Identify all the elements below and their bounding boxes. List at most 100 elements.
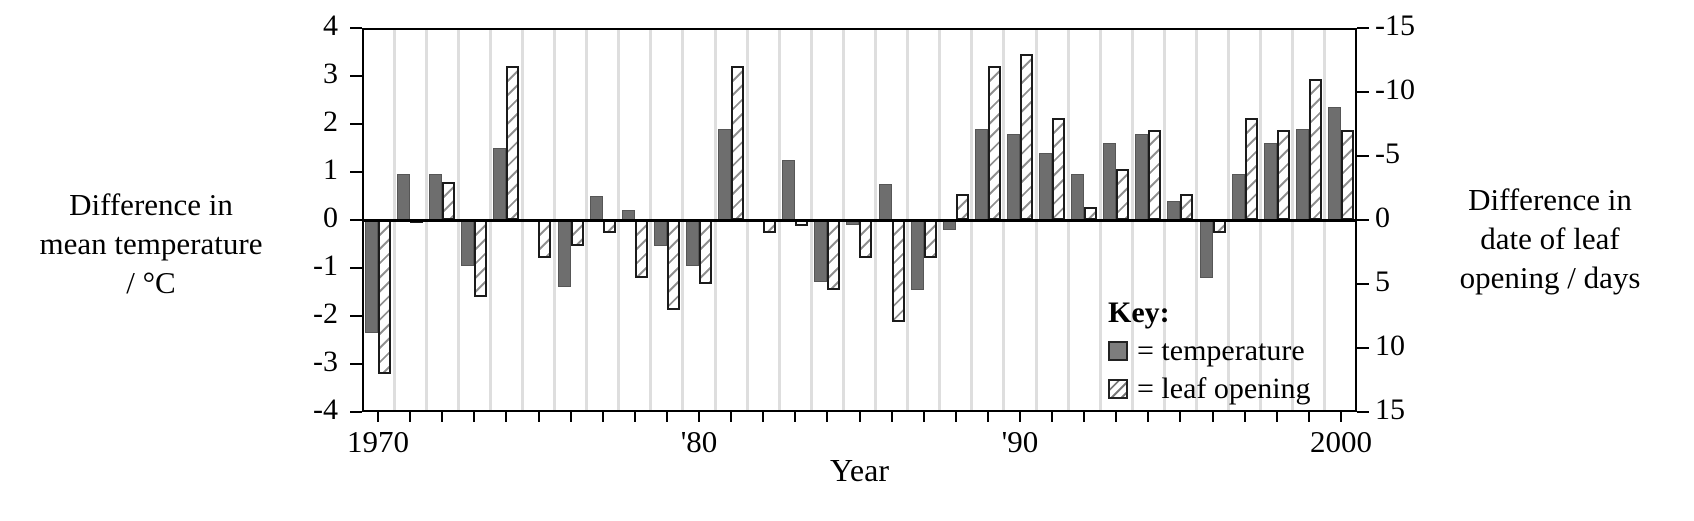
right-axis-tick-0 <box>1357 219 1369 221</box>
bar-temperature-1977 <box>589 196 603 220</box>
x-axis-tick-1978 <box>633 412 636 422</box>
left-axis-title-line2: mean temperature <box>39 226 263 261</box>
left-axis-title-line3: / °C <box>126 265 176 300</box>
right-axis-title-line2: date of leaf <box>1480 221 1620 256</box>
left-axis-title: Difference in mean temperature / °C <box>0 185 302 302</box>
bar-temperature-2000 <box>1327 107 1341 220</box>
right-axis-tick-label-5: 5 <box>1375 265 1390 298</box>
x-axis-tick-1993 <box>1115 412 1118 422</box>
x-axis-tick-1984 <box>826 412 829 422</box>
key-item-temperature-label: = temperature <box>1137 334 1305 367</box>
left-axis-tick-label-0: 0 <box>323 201 338 234</box>
bar-leaf-opening-1984 <box>827 220 841 291</box>
right-axis-tick-label--10: -10 <box>1375 73 1415 106</box>
x-axis-tick-label-1970: 1970 <box>347 424 410 459</box>
bar-temperature-1997 <box>1231 174 1245 220</box>
bar-temperature-1989 <box>974 128 988 220</box>
key-item-temperature: = temperature <box>1108 332 1311 370</box>
x-axis-tick-1975 <box>537 412 540 422</box>
bar-temperature-1991 <box>1039 152 1053 220</box>
x-axis-tick-1990 <box>1018 412 1021 422</box>
bar-leaf-opening-1980 <box>698 220 712 284</box>
right-axis-tick-15 <box>1357 411 1369 413</box>
left-axis-tick--2 <box>350 315 362 317</box>
bar-leaf-opening-1972 <box>442 181 456 220</box>
left-axis-tick-1 <box>350 171 362 173</box>
bar-leaf-opening-1991 <box>1052 117 1066 220</box>
bar-leaf-opening-1978 <box>634 220 648 278</box>
left-axis-tick-label--2: -2 <box>313 297 338 330</box>
bar-temperature-1970 <box>365 220 378 333</box>
bar-temperature-1980 <box>685 220 699 266</box>
left-axis-tick-0 <box>350 219 362 221</box>
bar-temperature-1993 <box>1103 143 1117 220</box>
bar-leaf-opening-1992 <box>1084 207 1098 220</box>
bar-leaf-opening-1997 <box>1244 117 1258 220</box>
x-axis-tick-1997 <box>1243 412 1246 422</box>
x-axis-tick-1986 <box>890 412 893 422</box>
bar-leaf-opening-1985 <box>859 220 873 259</box>
x-axis-title: Year <box>830 452 889 488</box>
bar-leaf-opening-1970 <box>378 220 391 374</box>
x-axis-tick-1976 <box>569 412 572 422</box>
x-axis-tick-1982 <box>762 412 765 422</box>
left-axis-tick-label-1: 1 <box>323 153 338 186</box>
bar-leaf-opening-2000 <box>1340 130 1354 220</box>
x-axis-tick-1998 <box>1275 412 1278 422</box>
bar-leaf-opening-1999 <box>1308 79 1322 220</box>
x-axis-tick-1974 <box>505 412 508 422</box>
left-axis-tick--1 <box>350 267 362 269</box>
bar-temperature-1992 <box>1071 174 1085 220</box>
bar-temperature-1979 <box>653 220 667 247</box>
bar-leaf-opening-1986 <box>891 220 905 323</box>
bar-leaf-opening-1990 <box>1019 53 1033 220</box>
zero-baseline <box>362 218 1357 222</box>
left-axis-title-line1: Difference in <box>69 187 233 222</box>
x-axis-tick-1983 <box>794 412 797 422</box>
bar-leaf-opening-1988 <box>955 194 969 220</box>
x-axis-tick-1970 <box>377 412 380 422</box>
bar-temperature-1976 <box>557 220 571 288</box>
x-axis-tick-1981 <box>730 412 733 422</box>
bar-leaf-opening-1973 <box>474 220 488 297</box>
key-item-leaf-opening-label: = leaf opening <box>1137 372 1311 405</box>
x-axis-tick-1991 <box>1051 412 1054 422</box>
bar-leaf-opening-1982 <box>763 220 777 233</box>
bar-leaf-opening-1996 <box>1212 220 1226 233</box>
left-axis-tick-3 <box>350 75 362 77</box>
key-item-leaf-opening: = leaf opening <box>1108 370 1311 408</box>
right-axis-tick-10 <box>1357 347 1369 349</box>
bar-leaf-opening-1974 <box>506 66 520 220</box>
bar-leaf-opening-1975 <box>538 220 552 259</box>
bar-leaf-opening-1998 <box>1276 130 1290 220</box>
right-axis-tick-label-15: 15 <box>1375 393 1405 426</box>
left-axis-tick-label--1: -1 <box>313 249 338 282</box>
x-axis-tick-1971 <box>409 412 412 422</box>
right-axis-tick--5 <box>1357 155 1369 157</box>
x-axis-tick-1980 <box>698 412 701 422</box>
x-axis-tick-2000 <box>1339 412 1342 422</box>
bar-temperature-1971 <box>397 174 411 220</box>
x-axis-tick-1973 <box>473 412 476 422</box>
bar-leaf-opening-1977 <box>602 220 616 233</box>
left-axis-tick-2 <box>350 123 362 125</box>
bar-temperature-1987 <box>910 220 924 290</box>
left-axis-tick-label--3: -3 <box>313 345 338 378</box>
right-axis-tick-5 <box>1357 283 1369 285</box>
bar-leaf-opening-1989 <box>987 66 1001 220</box>
right-axis-tick--15 <box>1357 27 1369 29</box>
x-axis-tick-1977 <box>601 412 604 422</box>
bar-temperature-1994 <box>1135 133 1149 220</box>
x-axis-tick-1996 <box>1211 412 1214 422</box>
left-axis-tick-label-4: 4 <box>323 9 338 42</box>
x-axis-tick-1992 <box>1083 412 1086 422</box>
right-axis-tick-label-0: 0 <box>1375 201 1390 234</box>
bar-temperature-1973 <box>461 220 475 266</box>
temperature-swatch-icon <box>1108 341 1128 361</box>
leaf-opening-swatch-icon <box>1108 379 1128 399</box>
bar-temperature-1981 <box>718 128 732 220</box>
left-axis-tick--3 <box>350 363 362 365</box>
left-axis-tick--4 <box>350 411 362 413</box>
x-axis-tick-1994 <box>1147 412 1150 422</box>
